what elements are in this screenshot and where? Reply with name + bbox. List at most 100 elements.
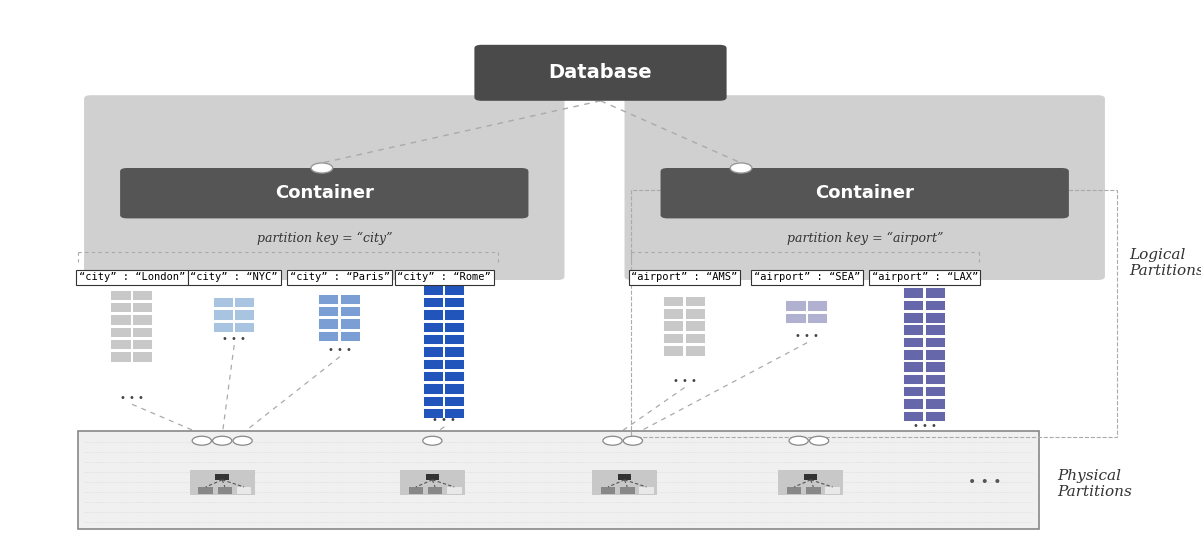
Bar <box>444 272 465 283</box>
Circle shape <box>603 436 622 445</box>
Bar <box>903 324 924 335</box>
Bar <box>903 361 924 372</box>
Text: • • •: • • • <box>968 475 1002 488</box>
Bar <box>785 312 806 323</box>
Bar <box>444 284 465 295</box>
Bar <box>444 383 465 394</box>
Bar <box>423 309 443 320</box>
Bar <box>110 326 131 337</box>
Bar <box>190 470 255 495</box>
Text: Container: Container <box>275 184 374 202</box>
Bar <box>903 410 924 421</box>
Bar <box>685 308 705 319</box>
Bar <box>617 474 632 480</box>
Bar <box>213 321 233 332</box>
Bar <box>925 324 945 335</box>
Bar <box>110 339 131 349</box>
Bar <box>340 306 360 316</box>
Bar <box>444 334 465 344</box>
Text: • • •: • • • <box>222 334 246 344</box>
Bar <box>444 371 465 381</box>
Text: partition key = “airport”: partition key = “airport” <box>787 231 943 245</box>
Text: “city” : “NYC”: “city” : “NYC” <box>191 272 277 282</box>
Bar <box>807 300 827 311</box>
Bar <box>663 296 683 306</box>
Text: • • •: • • • <box>432 415 456 425</box>
Bar <box>903 386 924 396</box>
Bar <box>423 358 443 369</box>
Bar <box>78 431 1039 529</box>
Text: Physical
Partitions: Physical Partitions <box>1057 469 1131 500</box>
Bar <box>903 374 924 384</box>
Bar <box>237 487 251 494</box>
FancyBboxPatch shape <box>474 45 727 101</box>
Bar <box>423 297 443 307</box>
Bar <box>925 410 945 421</box>
Bar <box>925 312 945 323</box>
Text: Logical
Partitions: Logical Partitions <box>1129 248 1201 278</box>
Bar <box>234 309 255 320</box>
Bar <box>132 302 153 312</box>
Bar <box>423 334 443 344</box>
Bar <box>132 326 153 337</box>
Bar <box>423 371 443 381</box>
Text: • • •: • • • <box>913 421 937 431</box>
Bar <box>663 345 683 356</box>
Bar <box>110 302 131 312</box>
Bar <box>444 358 465 369</box>
Bar <box>110 314 131 325</box>
Bar <box>423 408 443 418</box>
Bar <box>217 487 232 494</box>
Bar <box>925 300 945 310</box>
Bar <box>340 330 360 341</box>
Bar <box>685 320 705 331</box>
Bar <box>925 275 945 286</box>
Bar <box>685 345 705 356</box>
Circle shape <box>809 436 829 445</box>
Bar <box>428 487 442 494</box>
Bar <box>639 487 653 494</box>
Text: Container: Container <box>815 184 914 202</box>
Bar <box>903 275 924 286</box>
Bar <box>663 308 683 319</box>
Bar <box>318 330 339 341</box>
Bar <box>132 290 153 300</box>
Bar <box>340 293 360 304</box>
Bar <box>803 474 818 480</box>
Bar <box>806 487 820 494</box>
Bar <box>423 321 443 332</box>
Bar <box>685 333 705 343</box>
Bar <box>110 351 131 362</box>
FancyBboxPatch shape <box>84 95 564 280</box>
Bar <box>663 333 683 343</box>
Bar <box>925 349 945 360</box>
Bar <box>620 487 634 494</box>
Circle shape <box>423 436 442 445</box>
Bar <box>631 190 1117 437</box>
Bar <box>925 361 945 372</box>
Text: “city” : “London”: “city” : “London” <box>79 272 185 282</box>
Bar <box>425 474 440 480</box>
Bar <box>423 272 443 283</box>
Bar <box>903 300 924 310</box>
Bar <box>318 293 339 304</box>
Bar <box>213 297 233 307</box>
Bar <box>444 321 465 332</box>
Bar <box>663 320 683 331</box>
Bar <box>787 487 801 494</box>
Bar <box>234 297 255 307</box>
Bar <box>423 395 443 406</box>
Bar <box>444 395 465 406</box>
Text: “airport” : “LAX”: “airport” : “LAX” <box>872 272 978 282</box>
Bar <box>903 337 924 347</box>
FancyBboxPatch shape <box>625 95 1105 280</box>
Bar <box>444 297 465 307</box>
Text: “city” : “Paris”: “city” : “Paris” <box>289 272 390 282</box>
Circle shape <box>192 436 211 445</box>
Bar <box>903 349 924 360</box>
Text: • • •: • • • <box>673 376 697 386</box>
Bar <box>213 309 233 320</box>
Bar <box>132 314 153 325</box>
FancyBboxPatch shape <box>661 168 1069 218</box>
Bar <box>444 346 465 357</box>
